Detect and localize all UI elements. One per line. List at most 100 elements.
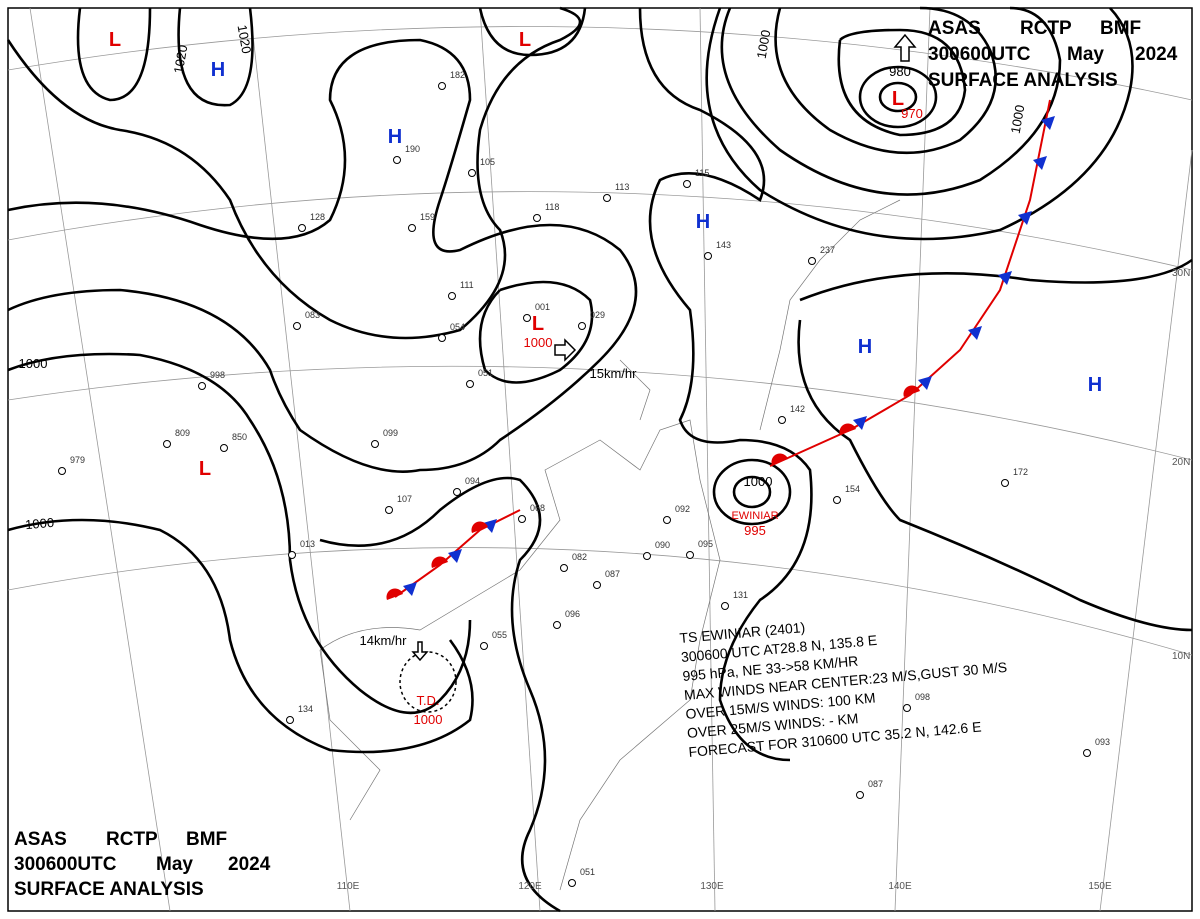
station-marker — [480, 642, 488, 650]
station-marker — [408, 224, 416, 232]
pressure-center: H — [696, 211, 710, 233]
pressure-center: L — [892, 88, 904, 110]
warm-front-semicircle — [471, 521, 488, 533]
station-marker — [286, 716, 294, 724]
station-pressure: 087 — [868, 779, 883, 789]
isobar — [478, 280, 594, 384]
agency: ASAS — [928, 18, 981, 39]
cold-front-triangle — [483, 519, 497, 533]
station-marker — [288, 551, 296, 559]
isobar — [712, 458, 792, 526]
isobar-label: 1020 — [171, 44, 191, 75]
station-marker — [393, 156, 401, 164]
isobar-label: 980 — [889, 64, 911, 79]
cold-front-triangle — [998, 271, 1012, 285]
time: 300600UTC — [14, 854, 117, 875]
lon-line — [894, 7, 931, 912]
station-marker — [903, 704, 911, 712]
station-marker — [856, 791, 864, 799]
graticule — [7, 7, 1193, 912]
isobar — [6, 6, 582, 340]
lon-line — [1099, 149, 1193, 912]
station-pressure: 092 — [675, 504, 690, 514]
latitude-label: 10N — [1172, 651, 1190, 662]
station-marker — [593, 581, 601, 589]
station-marker — [686, 551, 694, 559]
pressure-center: H — [211, 59, 225, 81]
isobar — [76, 7, 152, 102]
longitude-label: 140E — [888, 881, 912, 892]
station: RCTP — [106, 829, 158, 850]
station-marker — [833, 496, 841, 504]
isobar-label: 970 — [901, 106, 923, 121]
station-marker — [438, 334, 446, 342]
cold-front-triangle — [1041, 116, 1055, 130]
station-marker — [523, 314, 531, 322]
station-marker — [198, 382, 206, 390]
cold-front-triangle — [968, 326, 982, 340]
agency: ASAS — [14, 829, 67, 850]
station-pressure: 128 — [310, 212, 325, 222]
station-marker — [371, 440, 379, 448]
office: BMF — [186, 829, 227, 850]
fronts — [386, 99, 1055, 600]
station-marker — [704, 252, 712, 260]
title: SURFACE ANALYSIS — [14, 879, 204, 900]
station-marker — [568, 879, 576, 887]
station-marker — [438, 82, 446, 90]
annotation: 14km/hr — [360, 633, 408, 648]
station-pressure: 154 — [845, 484, 860, 494]
cold-front-triangle — [403, 582, 417, 596]
station-marker — [643, 552, 651, 560]
year: 2024 — [1135, 44, 1178, 65]
map-frame — [7, 7, 1193, 912]
station-marker — [298, 224, 306, 232]
pressure-center: H — [858, 336, 872, 358]
station-pressure: 095 — [698, 539, 713, 549]
lat-line — [7, 365, 1193, 461]
isobar — [837, 28, 967, 137]
isobar-label: 1000 — [414, 712, 443, 727]
time: 300600UTC — [928, 44, 1031, 65]
station-marker — [683, 180, 691, 188]
station-pressure: 013 — [300, 539, 315, 549]
cold-front-triangle — [1018, 211, 1032, 225]
station-marker — [778, 416, 786, 424]
station-pressure: 134 — [298, 704, 313, 714]
station-marker — [808, 257, 816, 265]
isobar — [858, 65, 938, 129]
pressure-center: L — [199, 458, 211, 480]
station-marker — [663, 516, 671, 524]
station-pressure: 099 — [383, 428, 398, 438]
station-pressure: 105 — [480, 157, 495, 167]
station-marker — [293, 322, 301, 330]
pressure-center: H — [1088, 374, 1102, 396]
header-top: ASAS RCTP BMF 300600UTC May 2024 SURFACE… — [928, 18, 1178, 91]
station-pressure: 054 — [450, 322, 465, 332]
station-marker — [518, 515, 526, 523]
motion-arrow — [411, 641, 429, 662]
office: BMF — [1100, 18, 1141, 39]
isobar — [720, 6, 1062, 196]
lon-line — [479, 7, 541, 912]
stationary-front — [394, 509, 521, 598]
station-marker — [721, 602, 729, 610]
station-pressure: 809 — [175, 428, 190, 438]
station-pressure: 107 — [397, 494, 412, 504]
coast — [619, 359, 651, 421]
year: 2024 — [228, 854, 271, 875]
coast — [319, 649, 381, 821]
station-pressure: 001 — [535, 302, 550, 312]
td-circle — [399, 651, 457, 713]
station-marker — [385, 506, 393, 514]
isobar — [7, 352, 472, 715]
isobar-label: 1000 — [25, 515, 55, 532]
warm-front-semicircle — [386, 588, 403, 600]
isobar-label: 1000 — [744, 474, 773, 489]
station-marker — [163, 440, 171, 448]
isobar — [638, 7, 813, 762]
isobars — [6, 6, 1193, 913]
isobar-label: 1000 — [524, 335, 553, 350]
station-marker — [453, 488, 461, 496]
